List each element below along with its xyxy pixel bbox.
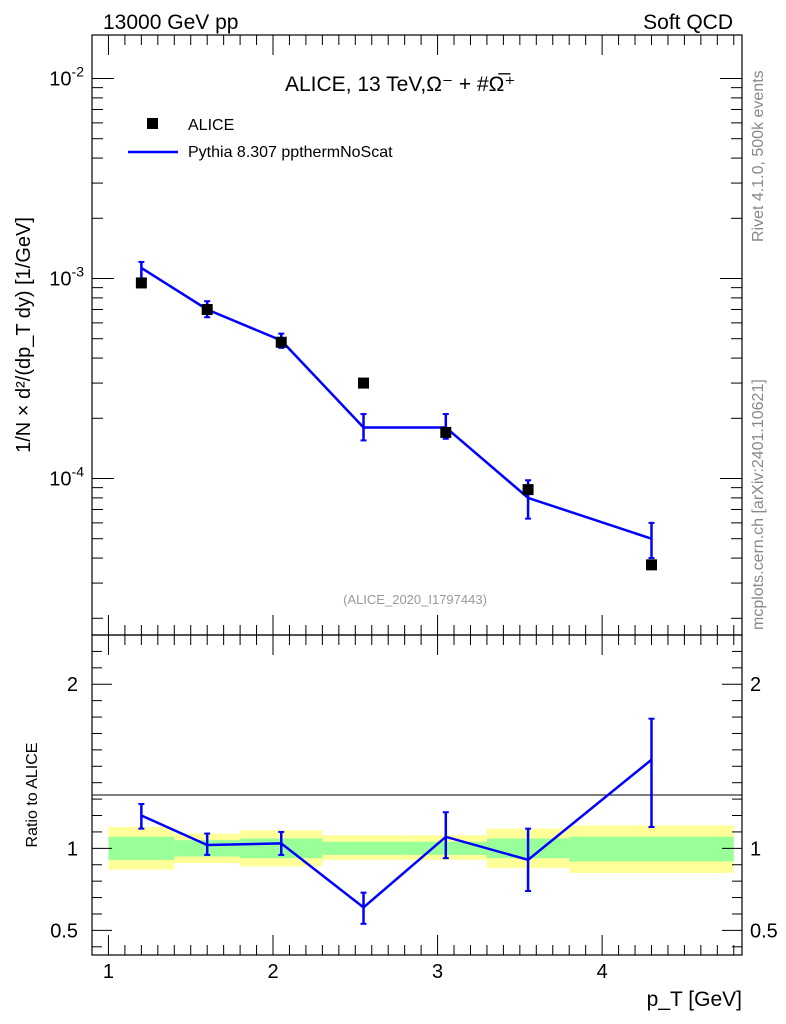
ratio-band-inner — [108, 836, 175, 860]
main-y-axis-label: 1/N × d²/(dp_T dy) [1/GeV] — [13, 217, 35, 453]
tick-label-exponent: -3 — [72, 263, 85, 279]
data-point — [275, 336, 287, 348]
ratio-axis-ticks — [92, 634, 742, 955]
data-point — [440, 426, 452, 438]
main-y-tick-labels: 10-410-310-2 — [49, 63, 84, 490]
ratio-frame — [91, 634, 743, 956]
ratio-y-tick-label-left: 1 — [67, 838, 78, 860]
tick-label-base: 10 — [49, 68, 71, 90]
x-axis-label: p_T [GeV] — [647, 988, 742, 1011]
ratio-uncertainty-bands — [108, 825, 734, 873]
ratio-y-tick-label-left: 0.5 — [50, 920, 78, 942]
ratio-panel: 0.5 0.5 1 1 2 2 1 2 3 4 Ratio to ALICE p_T [GeV] — [24, 634, 778, 1011]
analysis-id-label: (ALICE_2020_I1797443) — [343, 592, 487, 607]
tick-label-exponent: -2 — [72, 63, 85, 79]
plot-title-text: ALICE, 13 TeV, — [285, 73, 426, 96]
legend: ALICE Pythia 8.307 ppthermNoScat — [128, 117, 393, 161]
ratio-y-tick-label-left: 2 — [67, 674, 78, 696]
header-category: Soft QCD — [643, 11, 733, 34]
data-point — [135, 277, 147, 289]
ratio-band-inner — [569, 836, 734, 862]
ratio-tick-labels: 0.5 0.5 1 1 2 2 1 2 3 4 — [50, 674, 778, 983]
main-y-tick-label: 10-2 — [49, 63, 84, 90]
data-point — [645, 559, 657, 571]
header-energy: 13000 GeV pp — [103, 11, 238, 34]
ratio-y-tick-label-right: 1 — [750, 838, 761, 860]
main-mc-series — [138, 260, 655, 560]
legend-label-pythia: Pythia 8.307 ppthermNoScat — [188, 144, 393, 161]
main-panel: 10-410-310-2 ALICE, 13 TeV,Ω⁻ + #Ω̅⁺ 1/N… — [13, 34, 743, 636]
mcplots-reference-label: mcplots.cern.ch [arXiv:2401.10621] — [750, 379, 767, 630]
data-point — [201, 303, 213, 315]
tick-label-base: 10 — [49, 268, 71, 290]
main-y-tick-label: 10-3 — [49, 263, 84, 290]
tick-label-exponent: -4 — [72, 463, 85, 479]
main-y-tick-label: 10-4 — [49, 463, 84, 490]
data-point — [522, 484, 534, 496]
main-data-series — [135, 277, 657, 571]
ratio-y-axis-label: Ratio to ALICE — [24, 743, 41, 848]
mc-line — [140, 266, 652, 540]
ratio-y-tick-label-right: 2 — [750, 674, 761, 696]
tick-label-base: 10 — [49, 468, 71, 490]
main-axis-ticks — [92, 35, 742, 635]
x-tick-label: 2 — [267, 961, 278, 983]
rivet-version-label: Rivet 4.1.0, 500k events — [750, 70, 767, 242]
ratio-mc-series — [138, 717, 655, 925]
plot-title: ALICE, 13 TeV,Ω⁻ + #Ω̅⁺ — [285, 73, 515, 96]
x-tick-label: 1 — [103, 961, 114, 983]
legend-label-alice: ALICE — [188, 117, 234, 134]
x-tick-label: 3 — [432, 961, 443, 983]
data-point — [358, 377, 370, 389]
plot-title-formula: Ω⁻ + #Ω̅⁺ — [426, 73, 515, 96]
legend-marker-alice — [147, 118, 158, 129]
ratio-band-inner — [322, 841, 405, 855]
ratio-y-tick-label-right: 0.5 — [750, 920, 778, 942]
x-tick-label: 4 — [597, 961, 608, 983]
